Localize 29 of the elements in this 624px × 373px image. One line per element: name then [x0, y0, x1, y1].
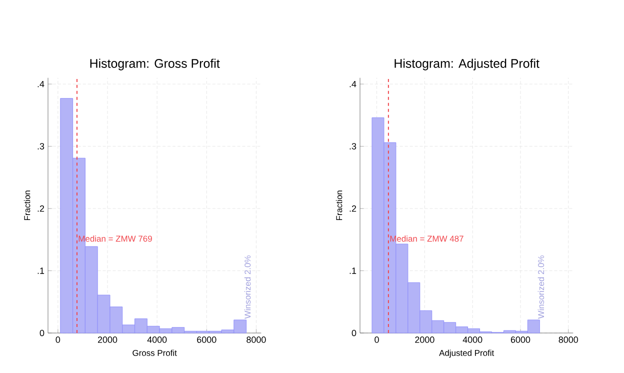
x-tick-label: 4000 — [462, 336, 482, 343]
annotation: Winsorized 2.0% — [538, 256, 544, 319]
x-tick-label: 2000 — [98, 336, 118, 343]
x-tick-label: 0 — [374, 336, 379, 343]
y-tick-label: .4 — [350, 80, 356, 88]
x-tick-label: 8000 — [558, 336, 578, 343]
ref-line-label: Median = ZMW 487 — [390, 235, 464, 242]
y-tick-label: .1 — [350, 268, 356, 274]
x-axis-title: Gross Profit — [132, 350, 177, 356]
x-axis-title: Adjusted Profit — [439, 350, 494, 358]
y-axis-title: Fraction — [24, 190, 30, 220]
y-tick-label: 0 — [352, 330, 356, 336]
y-tick-label: .2 — [38, 205, 44, 212]
x-tick-label: 4000 — [147, 336, 167, 343]
x-tick-label: 2000 — [415, 336, 434, 343]
y-tick-label: .4 — [38, 80, 44, 88]
x-tick-label: 6000 — [197, 336, 216, 343]
chart-title: Histogram: Gross Profit — [90, 58, 220, 70]
y-axis-title: Fraction — [336, 190, 342, 220]
x-tick-label: 8000 — [246, 336, 266, 343]
y-tick-label: 0 — [40, 330, 44, 336]
y-tick-label: .3 — [38, 143, 44, 150]
y-tick-label: .3 — [350, 143, 356, 150]
chart-title: Histogram: Adjusted Profit — [394, 58, 540, 70]
y-tick-label: .2 — [350, 205, 356, 212]
annotation: Winsorized 2.0% — [244, 256, 251, 319]
x-tick-label: 0 — [56, 336, 60, 343]
x-tick-label: 6000 — [510, 336, 530, 343]
y-tick-label: .1 — [38, 268, 44, 274]
